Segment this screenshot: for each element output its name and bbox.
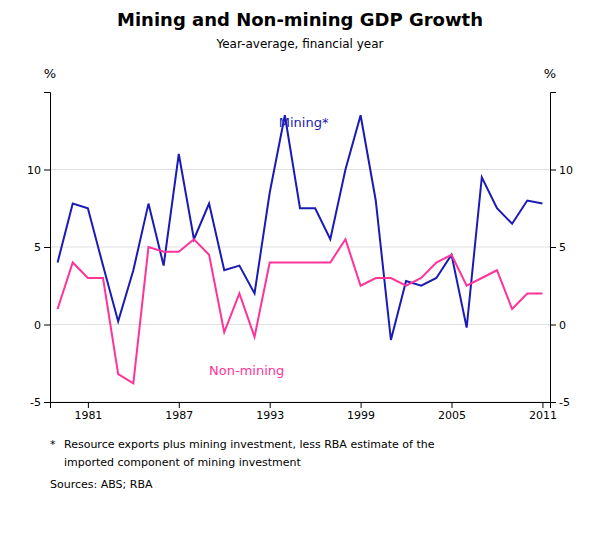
tick: 1999 [347, 402, 375, 422]
tick-mark [44, 402, 50, 403]
tick-label: 1981 [74, 409, 102, 422]
tick-label: -5 [559, 396, 570, 409]
tick: 0 [34, 319, 50, 332]
tick-mark [542, 402, 543, 408]
tick-label: 0 [34, 319, 41, 332]
tick-mark [361, 402, 362, 408]
tick: 10 [550, 164, 573, 177]
tick-mark [550, 402, 556, 403]
tick-mark [452, 402, 453, 408]
tick: -5 [550, 396, 570, 409]
tick-label: -5 [30, 396, 41, 409]
tick-label: 0 [559, 319, 566, 332]
tick-mark [44, 170, 50, 171]
tick-mark [550, 325, 556, 326]
tick: 2005 [438, 402, 466, 422]
line [58, 115, 543, 340]
tick-label: 2011 [529, 409, 557, 422]
tick: 1981 [74, 402, 102, 422]
x-axis: 1981 1987 1993 1999 2005 2011 [51, 402, 557, 422]
tick: 1987 [165, 402, 193, 422]
tick-mark [550, 170, 556, 171]
axis-line [51, 403, 551, 409]
tick-mark [44, 325, 50, 326]
tick-label: 10 [27, 164, 41, 177]
axis-line [44, 93, 51, 403]
tick: 2011 [529, 402, 557, 422]
footnote-marker: * [50, 438, 56, 451]
tick: 5 [550, 241, 566, 254]
annotation: Non-mining [209, 363, 284, 378]
y2-axis: -5 0 5 10 [550, 93, 573, 410]
tick-label: 10 [559, 164, 573, 177]
tick-label: 2005 [438, 409, 466, 422]
lines [58, 115, 543, 383]
axis-line [551, 93, 557, 403]
annotation: Mining* [279, 115, 329, 130]
tick-label: 5 [34, 241, 41, 254]
line [58, 239, 543, 383]
tick-label: 1999 [347, 409, 375, 422]
tick-mark [270, 402, 271, 408]
tick: -5 [30, 396, 50, 409]
tick-mark [88, 402, 89, 408]
grid-line [50, 169, 550, 170]
plot-area: 198119871993199920052011-50510-50510%%Mi… [27, 66, 573, 422]
tick-mark [550, 247, 556, 248]
subtitle: Year-average, financial year [215, 37, 383, 51]
tick-label: 1987 [165, 409, 193, 422]
source: Sources: ABS; RBA [50, 478, 153, 491]
tick: 5 [34, 241, 50, 254]
tick-label: 5 [559, 241, 566, 254]
tick: 10 [27, 164, 50, 177]
grid-line [50, 324, 550, 325]
tick-mark [44, 247, 50, 248]
tick: 0 [550, 319, 566, 332]
footnote: Resource exports plus mining investment,… [64, 438, 435, 451]
chart: Mining and Non-mining GDP Growth Year-ave… [0, 0, 600, 542]
annotations: Mining* Non-mining [209, 115, 329, 378]
footnote: imported component of mining investment [64, 456, 301, 469]
title: Mining and Non-mining GDP Growth [117, 9, 483, 30]
y-axis: -5 0 5 10 [27, 93, 51, 410]
tick-mark [179, 402, 180, 408]
tick: 1993 [256, 402, 284, 422]
y2-axis-label: % [544, 66, 556, 81]
y-axis-label: % [44, 66, 56, 81]
tick-label: 1993 [256, 409, 284, 422]
